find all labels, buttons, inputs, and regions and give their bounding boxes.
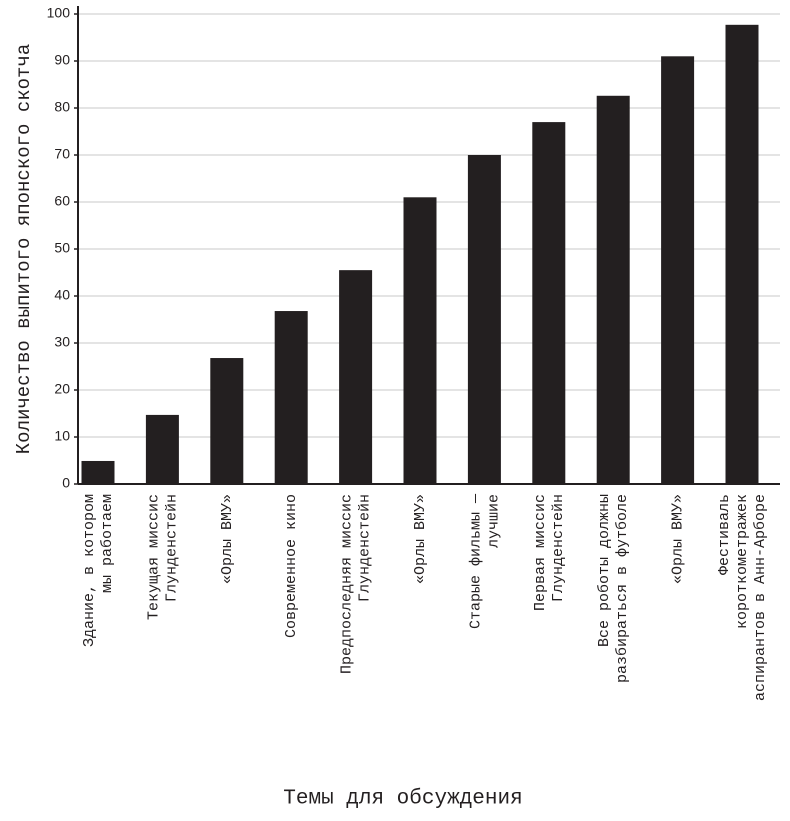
y-tick-label: 90	[54, 52, 70, 68]
bar	[725, 24, 759, 485]
bar	[532, 122, 566, 484]
y-tick-label: 50	[54, 240, 70, 256]
bar	[596, 95, 630, 484]
y-tick-label: 30	[54, 334, 70, 350]
x-tick-label: «Орлы ВМУ»	[412, 494, 429, 584]
bar	[467, 155, 501, 484]
y-tick-label: 100	[47, 5, 71, 21]
x-tick-label: Глунденстейн	[357, 494, 374, 602]
y-axis-title: Количество выпитого японского скотча	[13, 44, 35, 454]
x-tick-label: «Орлы ВМУ»	[219, 494, 236, 584]
x-tick-label: аспирантов в Анн-Арборе	[752, 494, 769, 701]
bar	[274, 311, 308, 484]
x-tick-label: Глунденстейн	[550, 494, 567, 602]
y-tick-label: 40	[54, 287, 70, 303]
bar	[339, 270, 373, 484]
y-tick-label: 80	[54, 99, 70, 115]
y-tick-label: 0	[62, 475, 70, 491]
x-tick-label: короткометражек	[734, 494, 751, 629]
x-tick-label: Глунденстейн	[163, 494, 180, 602]
x-tick-label: Текущая миссис	[145, 494, 162, 620]
x-tick-label: лучшие	[485, 494, 502, 548]
y-tick-label: 60	[54, 193, 70, 209]
bar	[145, 414, 179, 484]
x-tick-label: Все роботы должны	[596, 494, 613, 647]
x-tick-label: Предпоследняя миссис	[339, 494, 356, 674]
x-tick-label: Фестиваль	[716, 494, 733, 575]
x-tick-label: разбираться в футболе	[614, 494, 631, 683]
x-axis-title: Темы для обсуждения	[283, 788, 522, 811]
y-tick-label: 10	[54, 428, 70, 444]
x-tick-label: «Орлы ВМУ»	[670, 494, 687, 584]
x-tick-label: Здание, в котором	[81, 494, 98, 647]
x-tick-label: Первая миссис	[532, 494, 549, 611]
x-tick-label: Современное кино	[283, 494, 300, 638]
bar	[210, 358, 244, 484]
x-tick-label: Старые фильмы —	[467, 493, 484, 629]
y-tick-label: 70	[54, 146, 70, 162]
bar	[81, 460, 115, 484]
bar	[661, 56, 695, 485]
bar	[403, 197, 437, 485]
x-tick-label: мы работаем	[99, 494, 116, 593]
y-tick-label: 20	[54, 381, 70, 397]
